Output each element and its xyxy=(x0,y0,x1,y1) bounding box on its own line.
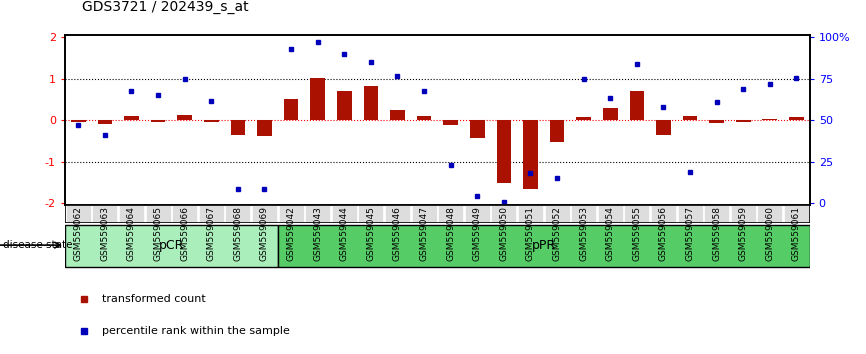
FancyBboxPatch shape xyxy=(624,205,650,223)
FancyBboxPatch shape xyxy=(252,205,277,223)
FancyBboxPatch shape xyxy=(491,205,516,223)
FancyBboxPatch shape xyxy=(66,205,91,223)
Text: GSM559053: GSM559053 xyxy=(579,206,588,261)
FancyBboxPatch shape xyxy=(438,205,463,223)
Text: GSM559067: GSM559067 xyxy=(207,206,216,261)
FancyBboxPatch shape xyxy=(598,205,623,223)
Text: GSM559068: GSM559068 xyxy=(233,206,242,261)
Bar xyxy=(762,119,777,120)
Bar xyxy=(709,120,724,123)
Text: GSM559062: GSM559062 xyxy=(74,206,83,261)
Text: GSM559064: GSM559064 xyxy=(127,206,136,261)
Text: GSM559060: GSM559060 xyxy=(766,206,774,261)
Text: GSM559056: GSM559056 xyxy=(659,206,668,261)
Text: GSM559059: GSM559059 xyxy=(739,206,747,261)
FancyBboxPatch shape xyxy=(65,225,278,267)
FancyBboxPatch shape xyxy=(93,205,118,223)
Bar xyxy=(71,120,86,122)
FancyBboxPatch shape xyxy=(411,205,436,223)
FancyBboxPatch shape xyxy=(359,205,384,223)
Text: GSM559063: GSM559063 xyxy=(100,206,109,261)
Text: disease state: disease state xyxy=(3,240,72,250)
Text: GSM559048: GSM559048 xyxy=(446,206,456,261)
Text: GSM559057: GSM559057 xyxy=(686,206,695,261)
Text: GSM559043: GSM559043 xyxy=(313,206,322,261)
Bar xyxy=(178,115,192,120)
FancyBboxPatch shape xyxy=(465,205,490,223)
FancyBboxPatch shape xyxy=(198,205,223,223)
Bar xyxy=(337,91,352,120)
Text: GSM559047: GSM559047 xyxy=(419,206,429,261)
Text: transformed count: transformed count xyxy=(102,294,206,304)
FancyBboxPatch shape xyxy=(385,205,410,223)
FancyBboxPatch shape xyxy=(518,205,543,223)
Bar xyxy=(204,120,218,122)
Bar xyxy=(496,120,511,183)
Text: GSM559055: GSM559055 xyxy=(632,206,642,261)
FancyBboxPatch shape xyxy=(225,205,250,223)
FancyBboxPatch shape xyxy=(305,205,330,223)
Bar xyxy=(789,117,804,120)
Bar xyxy=(443,120,458,125)
Text: pPR: pPR xyxy=(532,239,556,252)
Bar xyxy=(630,91,644,120)
Text: GSM559054: GSM559054 xyxy=(605,206,615,261)
Text: GSM559044: GSM559044 xyxy=(339,206,349,261)
FancyBboxPatch shape xyxy=(571,205,596,223)
Bar xyxy=(682,116,697,120)
FancyBboxPatch shape xyxy=(545,205,570,223)
Text: GSM559046: GSM559046 xyxy=(393,206,402,261)
FancyBboxPatch shape xyxy=(278,225,810,267)
Bar xyxy=(257,120,272,136)
Bar xyxy=(736,120,751,122)
FancyBboxPatch shape xyxy=(677,205,702,223)
Bar xyxy=(390,110,404,120)
Text: GSM559051: GSM559051 xyxy=(526,206,535,261)
FancyBboxPatch shape xyxy=(651,205,676,223)
FancyBboxPatch shape xyxy=(731,205,756,223)
Text: GDS3721 / 202439_s_at: GDS3721 / 202439_s_at xyxy=(82,0,249,14)
Bar xyxy=(550,120,565,142)
Bar xyxy=(151,120,165,122)
Bar xyxy=(98,120,113,124)
Bar xyxy=(576,117,591,120)
Bar xyxy=(124,116,139,120)
Text: GSM559065: GSM559065 xyxy=(153,206,163,261)
Text: GSM559058: GSM559058 xyxy=(712,206,721,261)
Bar xyxy=(230,120,245,135)
FancyBboxPatch shape xyxy=(332,205,357,223)
FancyBboxPatch shape xyxy=(279,205,304,223)
FancyBboxPatch shape xyxy=(704,205,729,223)
Text: GSM559052: GSM559052 xyxy=(553,206,561,261)
Bar xyxy=(603,108,617,120)
Bar xyxy=(656,120,671,135)
Bar xyxy=(364,86,378,120)
FancyBboxPatch shape xyxy=(119,205,144,223)
Text: GSM559050: GSM559050 xyxy=(500,206,508,261)
Text: percentile rank within the sample: percentile rank within the sample xyxy=(102,326,290,336)
Text: GSM559061: GSM559061 xyxy=(792,206,801,261)
FancyBboxPatch shape xyxy=(172,205,197,223)
Bar xyxy=(417,116,431,120)
FancyBboxPatch shape xyxy=(145,205,171,223)
Text: GSM559066: GSM559066 xyxy=(180,206,189,261)
Text: GSM559045: GSM559045 xyxy=(366,206,375,261)
Bar xyxy=(310,78,325,120)
FancyBboxPatch shape xyxy=(757,205,782,223)
Bar xyxy=(523,120,538,189)
Bar xyxy=(284,99,299,120)
Text: GSM559049: GSM559049 xyxy=(473,206,481,261)
FancyBboxPatch shape xyxy=(784,205,809,223)
Text: GSM559069: GSM559069 xyxy=(260,206,269,261)
Text: pCR: pCR xyxy=(158,239,184,252)
Bar xyxy=(470,120,485,138)
Text: GSM559042: GSM559042 xyxy=(287,206,295,261)
